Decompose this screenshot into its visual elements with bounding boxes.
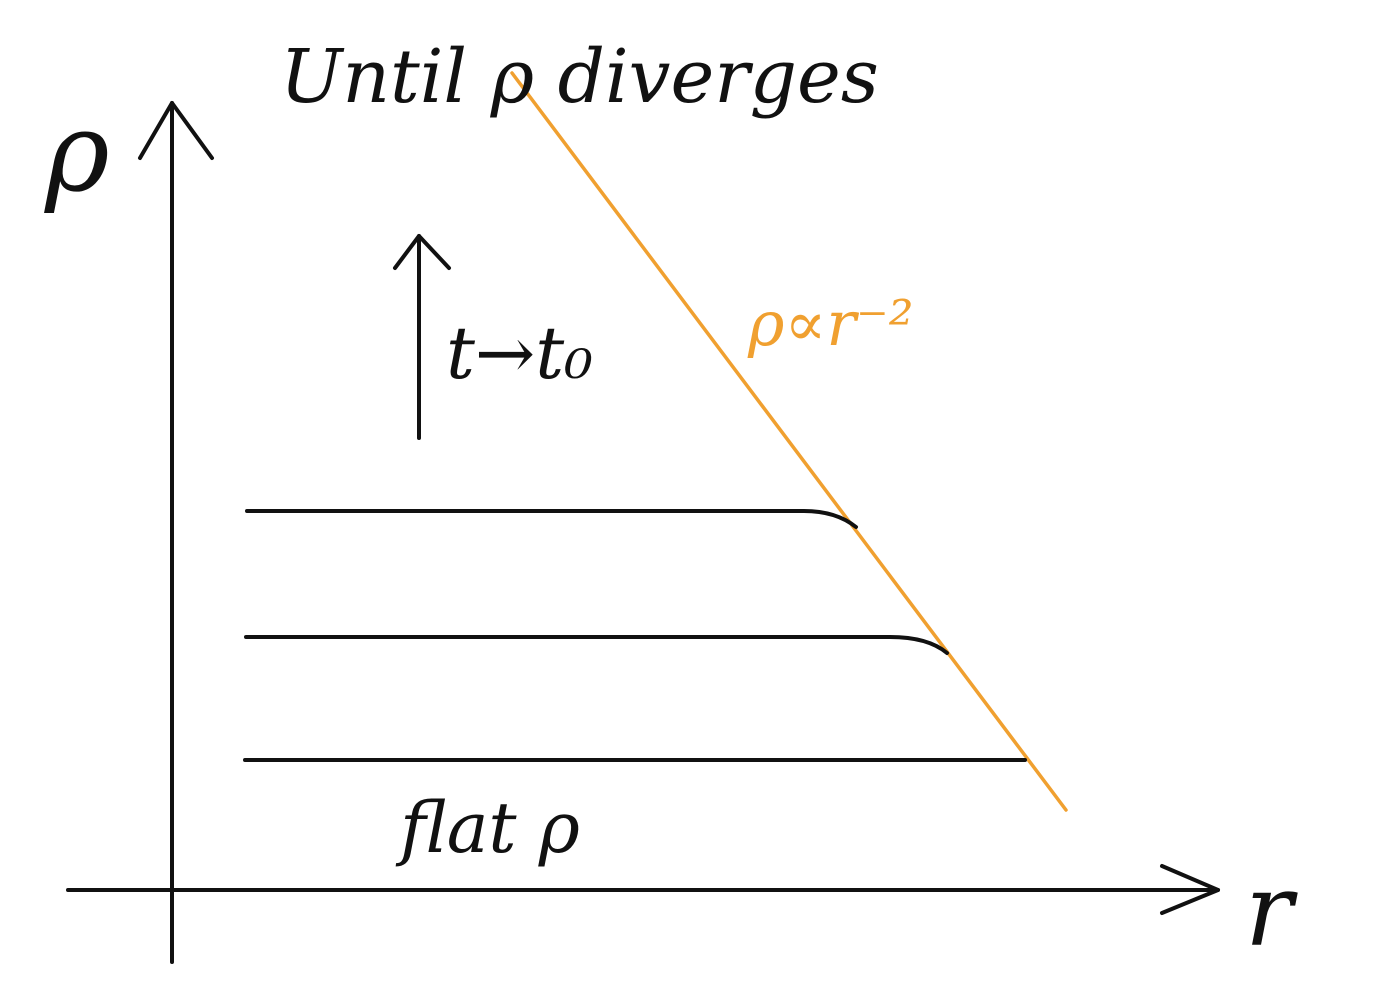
top-label: Until ρ diverges [280,34,879,120]
time-label: t→t₀ [446,311,593,395]
x-axis-label: r [1245,852,1298,969]
power-law-line [510,71,1068,812]
y-axis [138,101,214,964]
y-axis-label: ρ [44,88,110,216]
power-law-label: ρ∝r⁻² [747,287,914,360]
density-profile-upper [245,508,858,529]
x-axis [66,864,1220,915]
density-profile-middle [244,635,949,655]
time-arrow [393,234,451,440]
bottom-label: flat ρ [395,787,580,869]
